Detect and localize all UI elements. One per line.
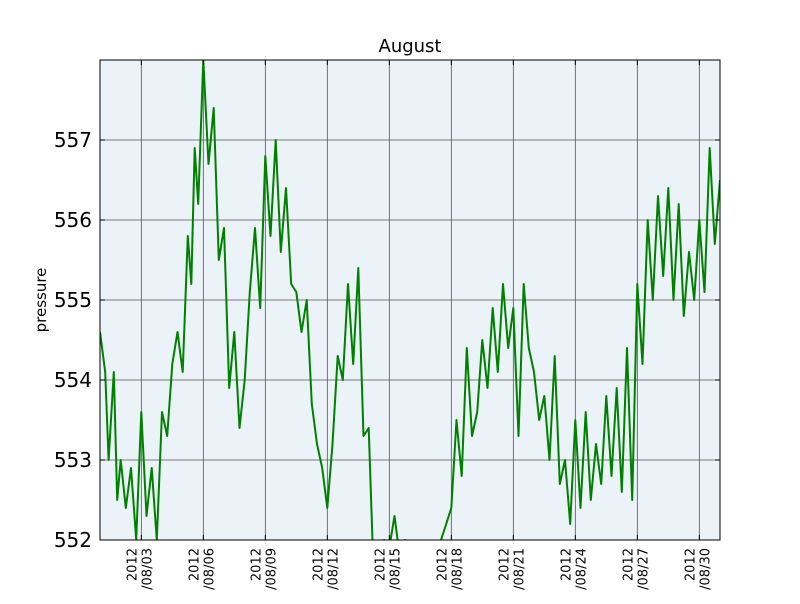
x-tick-label-date: /08/24	[574, 548, 589, 590]
x-tick-label-date: /08/03	[140, 548, 155, 590]
x-tick-label-year: 2012	[497, 548, 512, 581]
x-tick-label-year: 2012	[249, 548, 264, 581]
x-tick-label-date: /08/09	[264, 548, 279, 590]
x-tick-label-date: /08/12	[326, 548, 341, 590]
x-tick-label-year: 2012	[187, 548, 202, 581]
x-tick-label-date: /08/21	[512, 548, 527, 590]
y-tick-label: 557	[54, 128, 92, 152]
x-tick-label-year: 2012	[311, 548, 326, 581]
y-tick-label: 552	[54, 528, 92, 552]
x-tick-label-year: 2012	[621, 548, 636, 581]
pressure-series-line	[100, 60, 720, 540]
y-tick-label: 555	[54, 288, 92, 312]
x-tick-label-date: /08/30	[698, 548, 713, 590]
series-layer	[100, 60, 720, 540]
x-tick-label-date: /08/06	[202, 548, 217, 590]
y-tick-label: 556	[54, 208, 92, 232]
x-tick-label-date: /08/27	[636, 548, 651, 590]
x-tick-label-year: 2012	[559, 548, 574, 581]
x-tick-label-year: 2012	[373, 548, 388, 581]
x-tick-label-year: 2012	[435, 548, 450, 581]
y-tick-label: 553	[54, 448, 92, 472]
x-tick-label-date: /08/18	[450, 548, 465, 590]
x-tick-label-year: 2012	[683, 548, 698, 581]
x-tick-label-year: 2012	[125, 548, 140, 581]
y-axis-label: pressure	[32, 268, 50, 333]
y-tick-label: 554	[54, 368, 92, 392]
x-tick-label-date: /08/15	[388, 548, 403, 590]
chart-title: August	[379, 36, 442, 57]
